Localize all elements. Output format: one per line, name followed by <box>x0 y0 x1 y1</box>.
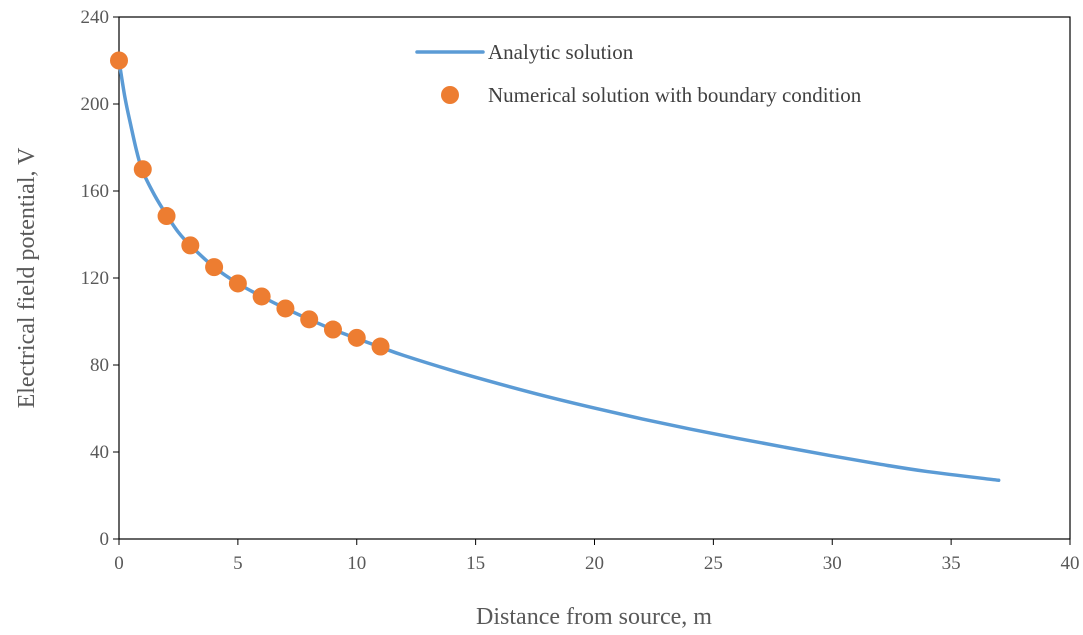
y-tick-label: 160 <box>81 181 110 202</box>
analytic-solution-line <box>117 58 1001 483</box>
numerical-solution-point <box>205 258 224 277</box>
y-tick-label: 80 <box>90 355 109 376</box>
x-tick-label: 30 <box>823 553 842 574</box>
y-tick-label: 200 <box>81 94 110 115</box>
numerical-solution-point <box>181 236 200 255</box>
numerical-solution-point <box>110 51 128 70</box>
x-tick-label: 40 <box>1061 553 1080 574</box>
numerical-solution-point <box>300 310 319 329</box>
numerical-solution-point <box>228 274 247 293</box>
x-tick-label: 25 <box>704 553 723 574</box>
y-tick-label: 120 <box>81 268 110 289</box>
numerical-solution-point <box>276 299 295 318</box>
numerical-solution-point <box>371 337 390 356</box>
plot-area <box>118 16 1071 540</box>
x-axis-ticks: 0 5 10 15 20 25 30 35 40 <box>114 539 1080 574</box>
x-tick-label: 20 <box>585 553 604 574</box>
x-tick-label: 0 <box>114 553 124 574</box>
y-tick-label: 40 <box>90 442 109 463</box>
legend-label-analytic: Analytic solution <box>488 40 634 64</box>
x-tick-label: 15 <box>466 553 485 574</box>
x-tick-label: 10 <box>347 553 366 574</box>
numerical-solution-point <box>157 207 176 226</box>
series-layer <box>110 51 1001 483</box>
x-tick-label: 5 <box>233 553 243 574</box>
y-tick-label: 240 <box>81 7 110 28</box>
legend-swatch-numerical <box>441 86 459 104</box>
y-tick-label: 0 <box>100 529 110 550</box>
x-axis-title: Distance from source, m <box>476 604 712 630</box>
numerical-solution-point <box>252 287 271 306</box>
numerical-solution-point <box>133 160 152 179</box>
y-axis-title: Electrical field potential, V <box>14 147 40 408</box>
numerical-solution-point <box>323 320 342 339</box>
x-tick-label: 35 <box>942 553 961 574</box>
legend-label-numerical: Numerical solution with boundary conditi… <box>488 83 862 107</box>
y-axis-ticks: 0 40 80 120 160 200 240 <box>81 7 119 550</box>
legend: Analytic solution Numerical solution wit… <box>415 40 862 107</box>
numerical-solution-point <box>347 328 366 347</box>
